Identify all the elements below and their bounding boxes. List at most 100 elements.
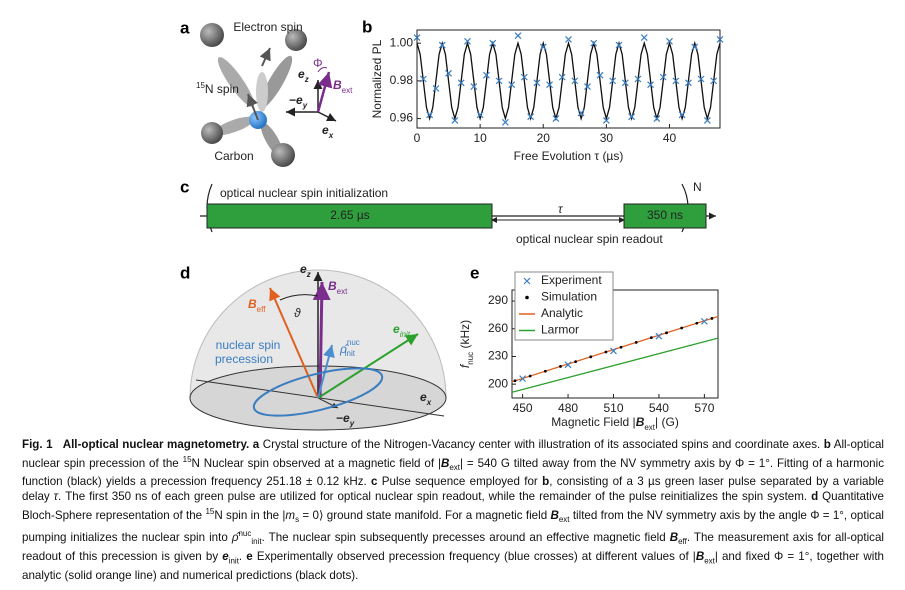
data-point — [596, 71, 604, 79]
label: ρ̂nuc init — [339, 338, 360, 358]
caption-run: ext — [558, 514, 570, 524]
panel-label: a — [180, 18, 190, 37]
label-sub: init — [400, 330, 411, 339]
axis-title: Normalized PL — [370, 39, 384, 118]
caption-run: init — [228, 556, 239, 566]
data-point — [628, 113, 636, 121]
caption-run: All-optical nuclear spin precession of t… — [22, 438, 888, 470]
caption-run: B — [550, 508, 559, 522]
caption-run: . The first 350 ns of each green pulse a… — [58, 489, 812, 503]
data-point — [640, 34, 648, 41]
label: 15N spin — [196, 81, 239, 97]
label-sub: init — [345, 349, 356, 358]
caption-run: b — [823, 438, 831, 451]
series-line — [416, 40, 721, 121]
delay-label: τ — [558, 202, 564, 216]
caption-run: = 0⟩ ground state manifold. For a magnet… — [299, 508, 551, 522]
field-label: Beff — [248, 297, 266, 313]
label-sub: ext — [342, 86, 353, 95]
caption-run: e — [246, 550, 253, 564]
caption-run: B — [695, 550, 705, 564]
label: e — [298, 67, 305, 81]
legend-marker — [523, 277, 531, 285]
axis-title: fnuc (kHz) — [458, 320, 474, 368]
caption-run: eff — [678, 537, 687, 547]
data-point — [655, 332, 663, 340]
data-point — [451, 117, 459, 124]
x-tick-label: 0 — [414, 131, 421, 145]
label-sup: nuc — [347, 338, 360, 347]
caption-run: B — [669, 531, 679, 545]
y-tick-label: 260 — [488, 321, 508, 335]
label: nuclear spin — [216, 338, 281, 352]
data-point — [602, 117, 610, 124]
data-point — [527, 113, 535, 121]
label: N spin — [205, 82, 239, 96]
data-point — [634, 341, 638, 344]
y-tick-label: 200 — [488, 376, 508, 390]
axes — [286, 67, 337, 122]
data-point — [647, 81, 654, 89]
axis-label: −ey — [336, 411, 355, 427]
label: optical nuclear spin initialization — [220, 186, 388, 200]
pulse-label: 350 ns — [647, 208, 683, 222]
data-point — [685, 79, 692, 87]
data-point — [700, 317, 708, 325]
molecule — [200, 23, 307, 167]
axis-title-part: (kHz) — [458, 320, 472, 352]
axis-title: Magnetic Field |Bext| (G) — [551, 415, 679, 431]
data-point — [495, 77, 503, 85]
data-point — [476, 111, 484, 119]
x-tick-label: 570 — [694, 401, 714, 415]
y-tick-label: 0.98 — [390, 73, 414, 87]
data-point — [659, 73, 667, 81]
data-point — [464, 37, 471, 45]
data-point — [710, 77, 718, 85]
caption-run: B — [440, 456, 450, 470]
data-point — [571, 77, 579, 85]
label: B — [328, 279, 337, 293]
caption-run: 15 — [182, 454, 192, 464]
field-label: Bext — [328, 279, 348, 295]
data-point — [710, 317, 714, 320]
axis-title-part: ext — [644, 423, 655, 432]
panel-a: a Electron spin 15N spin Carbon ez −ey e… — [180, 18, 353, 167]
caption-run: init — [251, 537, 262, 547]
data-point — [559, 365, 562, 368]
label-sup: 15 — [196, 81, 205, 90]
data-point — [513, 379, 517, 383]
caption-run: s — [295, 514, 300, 524]
data-point — [615, 41, 623, 49]
data-point — [649, 336, 653, 340]
caption-run: Fig. 1 — [22, 438, 53, 451]
caption-run: b — [542, 475, 550, 489]
caption-run: a — [249, 438, 260, 451]
plot-frame — [416, 29, 721, 129]
data-point — [470, 83, 478, 90]
x-tick-label: 480 — [558, 401, 578, 415]
y-tick-label: 230 — [488, 349, 508, 363]
data-point — [691, 43, 699, 51]
axis-title-part: | (G) — [655, 415, 679, 429]
caption-run: ρ̂ — [231, 531, 239, 545]
panel-label: d — [180, 263, 190, 282]
label: B — [248, 297, 257, 311]
caption-run: N Nuclear spin observed at a magnetic fi… — [191, 456, 441, 470]
data-point — [653, 115, 661, 123]
data-point — [508, 81, 516, 89]
data-point — [483, 71, 490, 79]
data-point — [621, 79, 629, 87]
label-sub: eff — [257, 305, 267, 314]
caption-run: Quantitative Bloch-Sphere representation… — [22, 489, 888, 522]
data-point — [665, 331, 668, 335]
caption-run: d — [811, 489, 819, 503]
angle-label: ϑ — [294, 306, 301, 320]
x-tick-label: 30 — [600, 131, 614, 145]
axis-label: ez — [300, 262, 311, 278]
y-tick-label: 1.00 — [390, 35, 414, 49]
y-tick-label: 290 — [488, 293, 508, 307]
data-point — [609, 77, 617, 85]
pulse — [206, 203, 493, 229]
label: e — [393, 322, 400, 336]
label-sub: x — [426, 398, 432, 407]
